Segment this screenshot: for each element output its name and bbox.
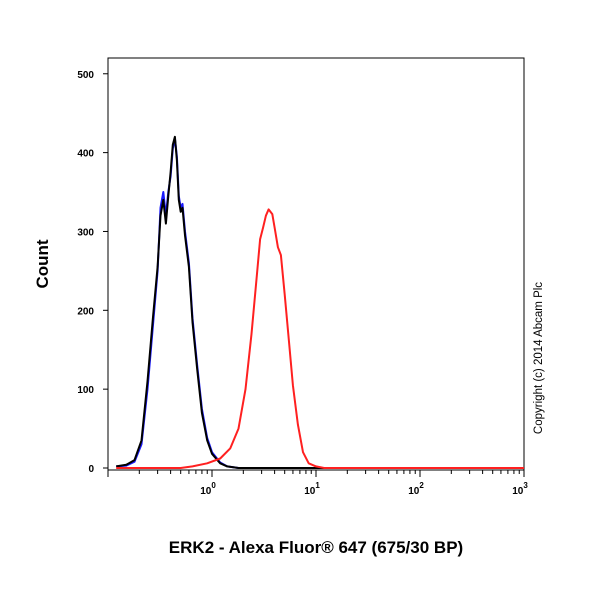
x-tick-label: 101	[304, 481, 320, 497]
copyright-text: Copyright (c) 2014 Abcam Plc	[533, 282, 545, 434]
y-tick-label: 300	[77, 227, 94, 238]
x-tick-label: 102	[408, 481, 424, 497]
histogram-series-2	[116, 135, 524, 469]
y-axis: 0 100 200 300 400 500	[77, 70, 108, 475]
histogram-series-3	[116, 208, 524, 469]
x-tick-label: 103	[512, 481, 528, 497]
x-axis-title: ERK2 - Alexa Fluor® 647 (675/30 BP)	[169, 538, 463, 557]
x-axis: 100 101 102 103	[107, 470, 528, 497]
y-tick-label: 400	[77, 149, 94, 160]
series-layer	[116, 135, 524, 469]
x-tick-label: 100	[200, 481, 216, 497]
y-tick-label: 200	[77, 306, 94, 317]
y-tick-label: 0	[88, 464, 94, 475]
y-tick-label: 500	[77, 70, 94, 81]
y-axis-title: Count	[33, 239, 52, 288]
y-tick-label: 100	[77, 385, 94, 396]
plot-frame	[107, 57, 525, 471]
